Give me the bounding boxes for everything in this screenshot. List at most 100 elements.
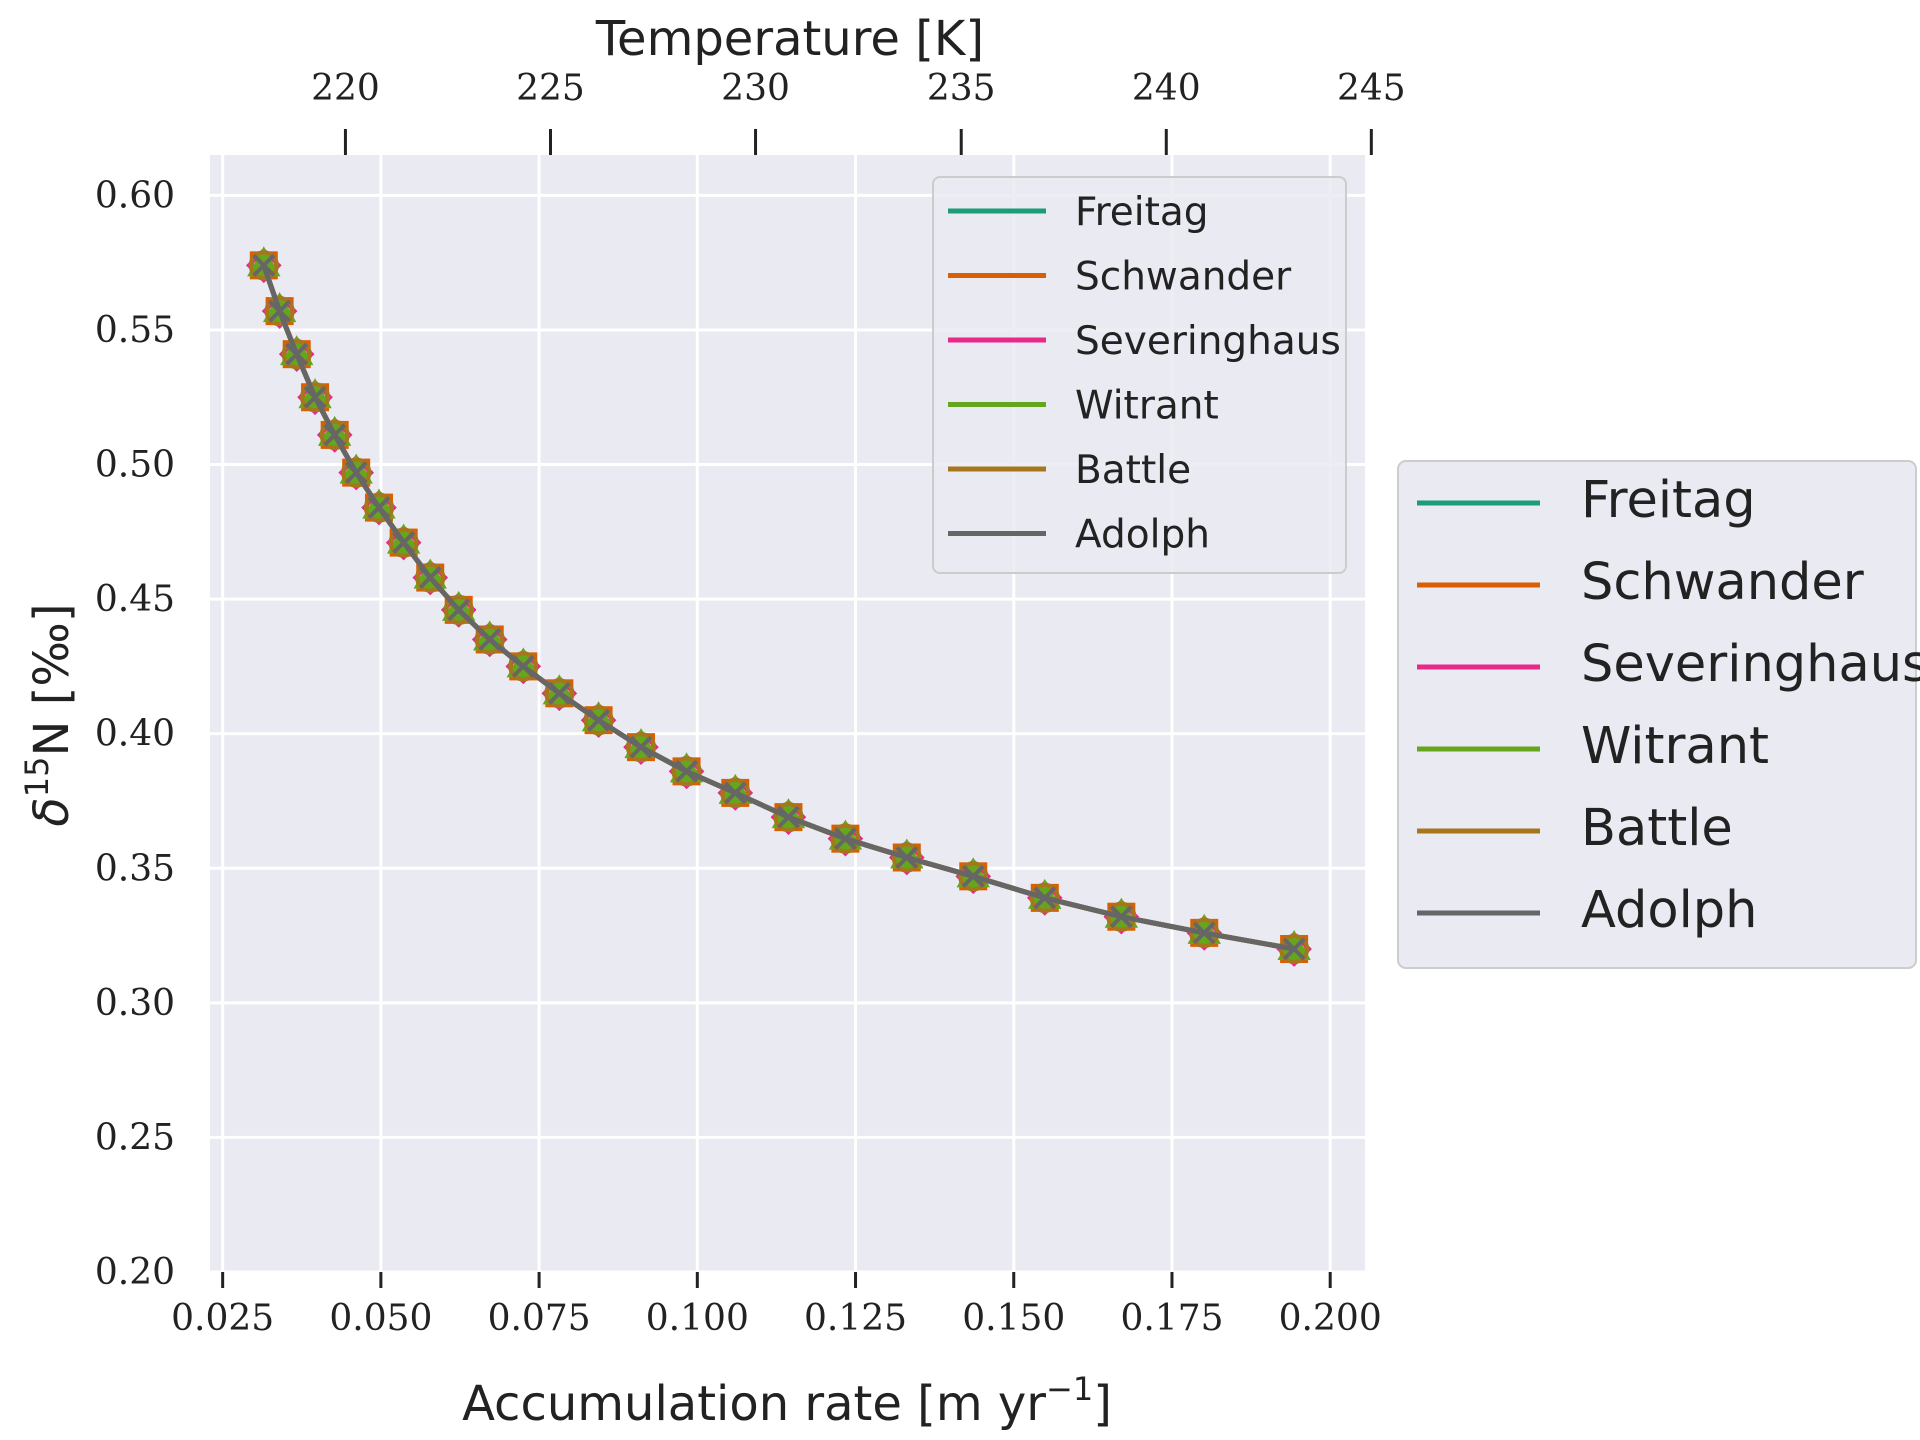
x-axis-label: Accumulation rate [m yr−1] bbox=[462, 1370, 1112, 1432]
y-axis-label-prefix: δ bbox=[24, 797, 80, 826]
y-tick-label: 0.25 bbox=[95, 1117, 175, 1158]
y-axis-label: δ15N [‰] bbox=[18, 603, 80, 826]
x-tick-label: 0.150 bbox=[962, 1298, 1065, 1339]
top-axis-label: Temperature [K] bbox=[595, 11, 984, 67]
data-point bbox=[891, 842, 922, 873]
top-tick-label: 235 bbox=[927, 68, 996, 109]
x-tick-label: 0.100 bbox=[646, 1298, 749, 1339]
data-point bbox=[671, 756, 702, 787]
data-point bbox=[367, 496, 391, 520]
data-point bbox=[1029, 882, 1060, 913]
x-axis-label-main: Accumulation rate [m yr bbox=[462, 1376, 1046, 1432]
x-tick-label: 0.125 bbox=[804, 1298, 907, 1339]
data-point bbox=[443, 594, 474, 625]
data-point bbox=[961, 864, 985, 888]
data-point bbox=[773, 802, 804, 833]
data-point bbox=[958, 861, 989, 892]
legend-label-inside: Battle bbox=[1075, 448, 1191, 493]
data-point bbox=[388, 527, 419, 558]
series-adolph bbox=[252, 253, 1306, 961]
legend-outside-frame bbox=[1397, 460, 1917, 969]
legend-inside: Freitag Schwander Severinghaus Witrant Battl… bbox=[932, 176, 1347, 574]
data-point bbox=[341, 457, 372, 488]
data-point bbox=[830, 823, 861, 854]
legend-label-outside: Witrant bbox=[1581, 717, 1769, 776]
y-tick-label: 0.45 bbox=[95, 579, 175, 620]
series-layer bbox=[245, 246, 1312, 967]
data-point bbox=[447, 598, 471, 622]
x-tick-label: 0.175 bbox=[1120, 1298, 1223, 1339]
x-tick-label: 0.025 bbox=[171, 1298, 274, 1339]
data-point bbox=[303, 385, 327, 409]
x-axis-label-sup: −1 bbox=[1046, 1370, 1093, 1408]
y-axis-label-rest: N [‰] bbox=[24, 603, 80, 756]
data-point bbox=[415, 562, 446, 593]
y-tick-label: 0.50 bbox=[95, 445, 175, 486]
data-point bbox=[300, 382, 331, 413]
x-axis: 0.025 0.050 0.075 0.100 0.125 0.150 0.175 0.200 bbox=[171, 1272, 1382, 1339]
y-tick-label: 0.20 bbox=[95, 1252, 175, 1293]
top-axis: 220 225 230 235 240 245 bbox=[311, 68, 1406, 155]
top-tick-label: 240 bbox=[1132, 68, 1201, 109]
y-tick-label: 0.60 bbox=[95, 175, 175, 216]
legend-label-inside: Witrant bbox=[1075, 384, 1219, 429]
x-tick-label: 0.200 bbox=[1279, 1298, 1382, 1339]
data-point bbox=[625, 732, 656, 763]
top-tick-label: 245 bbox=[1337, 68, 1406, 109]
data-point bbox=[264, 296, 295, 327]
data-point bbox=[1033, 886, 1057, 910]
data-point bbox=[319, 419, 350, 450]
data-point bbox=[508, 651, 539, 682]
data-point bbox=[629, 735, 653, 759]
legend-label-outside: Severinghaus bbox=[1581, 635, 1920, 694]
data-point bbox=[418, 566, 442, 589]
data-point bbox=[474, 624, 505, 655]
y-axis: 0.20 0.25 0.30 0.35 0.40 0.45 0.50 0.55 0.60 bbox=[95, 175, 175, 1293]
data-point bbox=[723, 781, 747, 805]
legend-label-outside: Freitag bbox=[1581, 471, 1756, 530]
legend-label-inside: Adolph bbox=[1075, 513, 1210, 558]
legend-label-inside: Freitag bbox=[1075, 190, 1209, 235]
data-point bbox=[281, 339, 312, 370]
y-tick-label: 0.35 bbox=[95, 848, 175, 889]
data-point bbox=[344, 461, 368, 485]
data-point bbox=[252, 253, 276, 277]
data-point bbox=[587, 708, 611, 732]
y-tick-label: 0.30 bbox=[95, 983, 175, 1024]
y-axis-label-sup: 15 bbox=[18, 756, 56, 797]
data-point bbox=[1282, 937, 1306, 961]
y-tick-label: 0.55 bbox=[95, 310, 175, 351]
data-point bbox=[833, 827, 857, 851]
data-point bbox=[1109, 905, 1133, 929]
data-point bbox=[720, 777, 751, 808]
data-point bbox=[895, 846, 919, 869]
legend-label-outside: Battle bbox=[1581, 799, 1733, 858]
x-tick-label: 0.075 bbox=[488, 1298, 591, 1339]
y-tick-label: 0.40 bbox=[95, 714, 175, 755]
top-tick-label: 230 bbox=[721, 68, 790, 109]
legend-label-outside: Adolph bbox=[1581, 881, 1757, 940]
top-tick-label: 225 bbox=[516, 68, 585, 109]
data-point bbox=[544, 678, 575, 709]
data-point bbox=[247, 246, 281, 277]
data-point bbox=[248, 250, 279, 281]
x-tick-label: 0.050 bbox=[329, 1298, 432, 1339]
data-point bbox=[363, 492, 394, 523]
data-point bbox=[392, 531, 416, 555]
data-point bbox=[547, 681, 571, 705]
legend-label-outside: Schwander bbox=[1581, 553, 1864, 612]
x-axis-label-end: ] bbox=[1093, 1376, 1112, 1432]
legend-label-inside: Schwander bbox=[1075, 255, 1292, 300]
data-point bbox=[285, 342, 309, 366]
legend-outside: Freitag Schwander Severinghaus Witrant Battl… bbox=[1397, 460, 1920, 969]
data-point bbox=[777, 805, 800, 829]
data-point bbox=[511, 654, 535, 678]
data-point bbox=[675, 759, 698, 783]
legend-label-inside: Severinghaus bbox=[1075, 319, 1341, 364]
top-tick-label: 220 bbox=[311, 68, 380, 109]
data-point bbox=[1192, 921, 1216, 945]
data-point bbox=[478, 628, 502, 651]
data-point bbox=[323, 423, 347, 447]
data-point bbox=[268, 299, 292, 323]
